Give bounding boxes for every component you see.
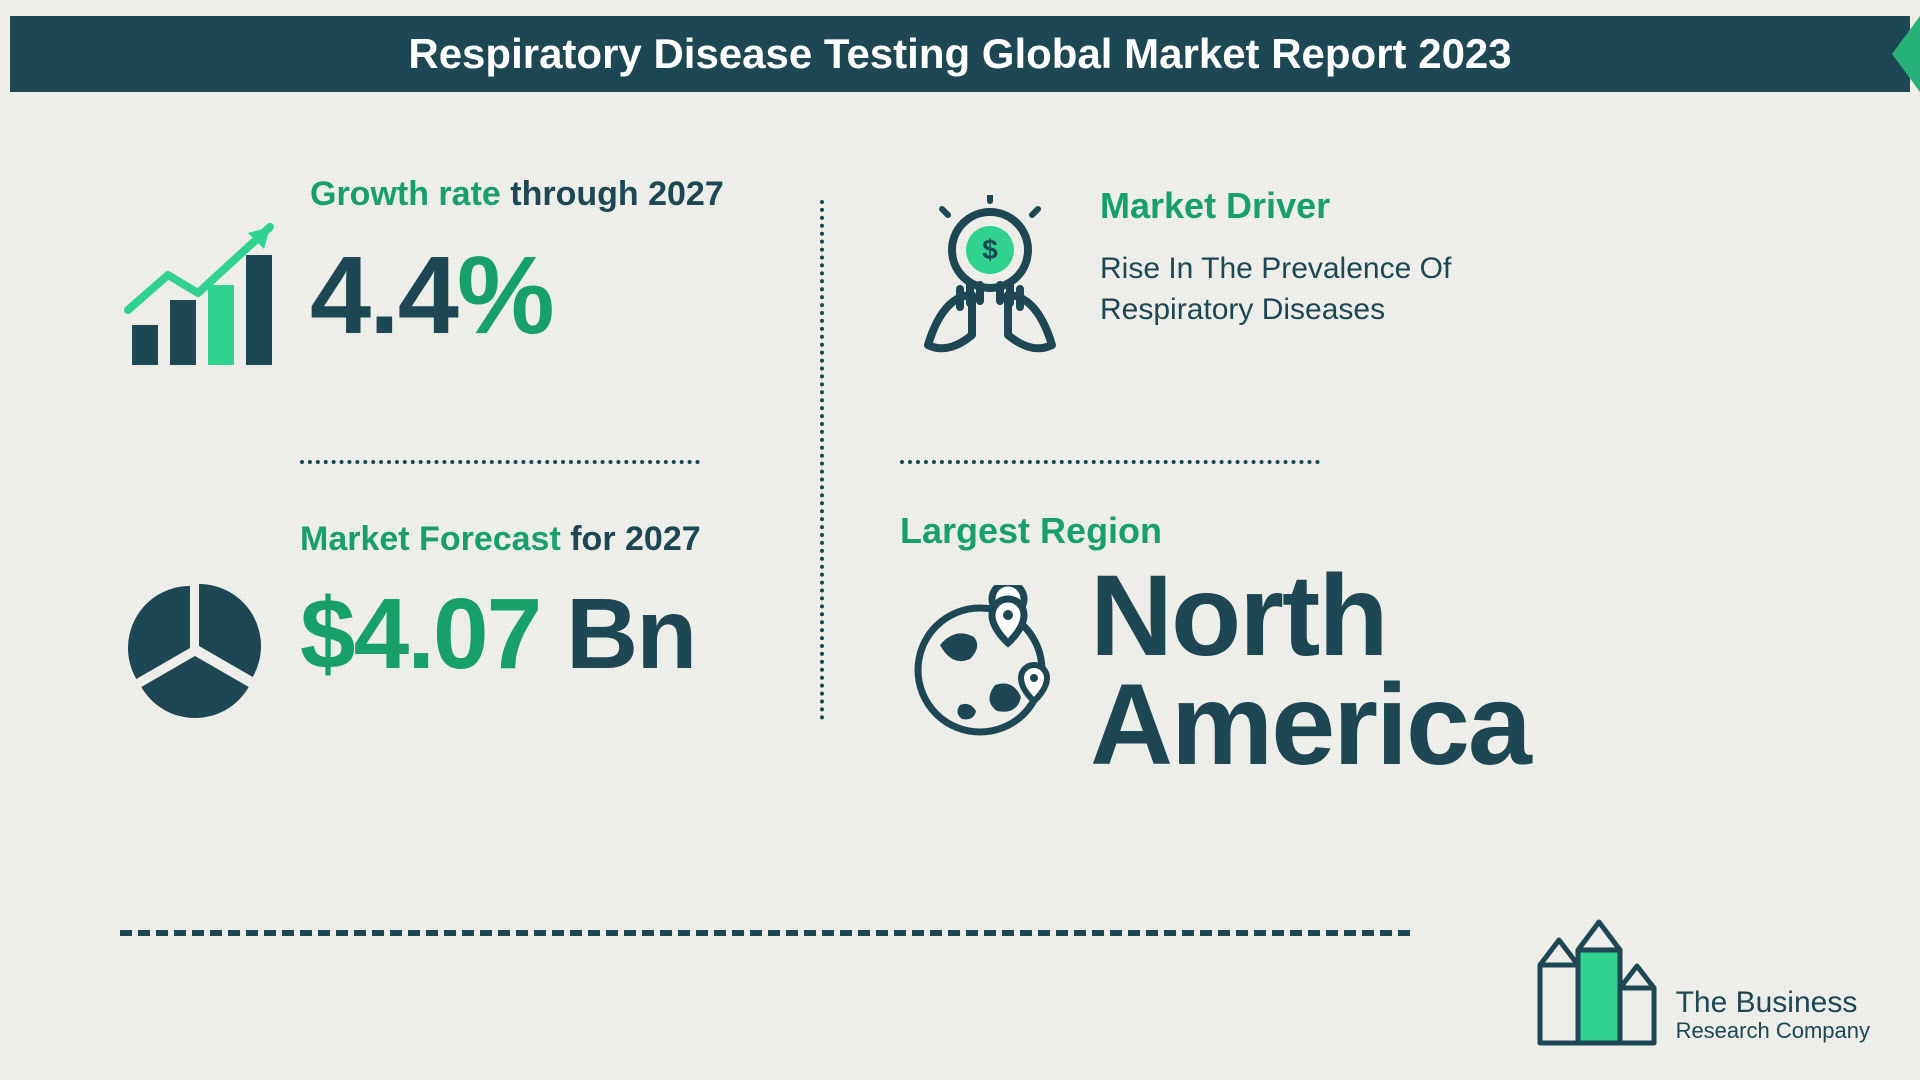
forecast-value: $4.07 Bn — [300, 577, 820, 692]
logo-buildings-icon — [1532, 910, 1662, 1050]
region-block: Largest Region North America — [900, 510, 1540, 781]
growth-block: Growth rate through 2027 4.4% — [120, 175, 780, 359]
pie-chart-icon — [120, 575, 270, 725]
region-value: North America — [1090, 562, 1540, 781]
region-label: Largest Region — [900, 510, 1540, 552]
growth-value-number: 4.4 — [310, 234, 457, 357]
header-bar: Respiratory Disease Testing Global Marke… — [10, 16, 1910, 92]
divider-right — [900, 460, 1320, 464]
growth-label-accent: Growth rate — [310, 175, 501, 213]
svg-text:$: $ — [982, 234, 998, 265]
forecast-label-muted: for 2027 — [561, 520, 701, 558]
forecast-label: Market Forecast for 2027 — [300, 520, 820, 559]
driver-label: Market Driver — [1100, 185, 1460, 227]
company-logo: The Business Research Company — [1532, 910, 1870, 1050]
bar-growth-arrow-icon — [120, 215, 290, 385]
forecast-amount: $4.07 — [300, 578, 540, 690]
growth-value-pct: % — [457, 234, 553, 357]
forecast-unit: Bn — [540, 578, 695, 690]
driver-block: $ Market Driver Rise In The Prevalence O… — [900, 185, 1460, 330]
forecast-label-accent: Market Forecast — [300, 520, 561, 558]
vertical-divider — [820, 200, 824, 720]
growth-value: 4.4% — [310, 232, 780, 359]
hands-coin-icon: $ — [900, 195, 1080, 375]
logo-text: The Business Research Company — [1676, 986, 1870, 1050]
logo-line2: Research Company — [1676, 1018, 1870, 1044]
divider-left — [300, 460, 700, 464]
page-title: Respiratory Disease Testing Global Marke… — [408, 30, 1511, 78]
divider-bottom — [120, 930, 1410, 936]
globe-pin-icon — [900, 585, 1065, 750]
growth-label-muted: through 2027 — [501, 175, 724, 213]
region-line2: America — [1090, 661, 1530, 789]
driver-text: Rise In The Prevalence Of Respiratory Di… — [1100, 249, 1460, 330]
growth-label: Growth rate through 2027 — [310, 175, 780, 214]
logo-line1: The Business — [1676, 986, 1870, 1020]
header-accent-triangle — [1892, 16, 1920, 92]
forecast-block: Market Forecast for 2027 $4.07 Bn — [120, 520, 820, 692]
